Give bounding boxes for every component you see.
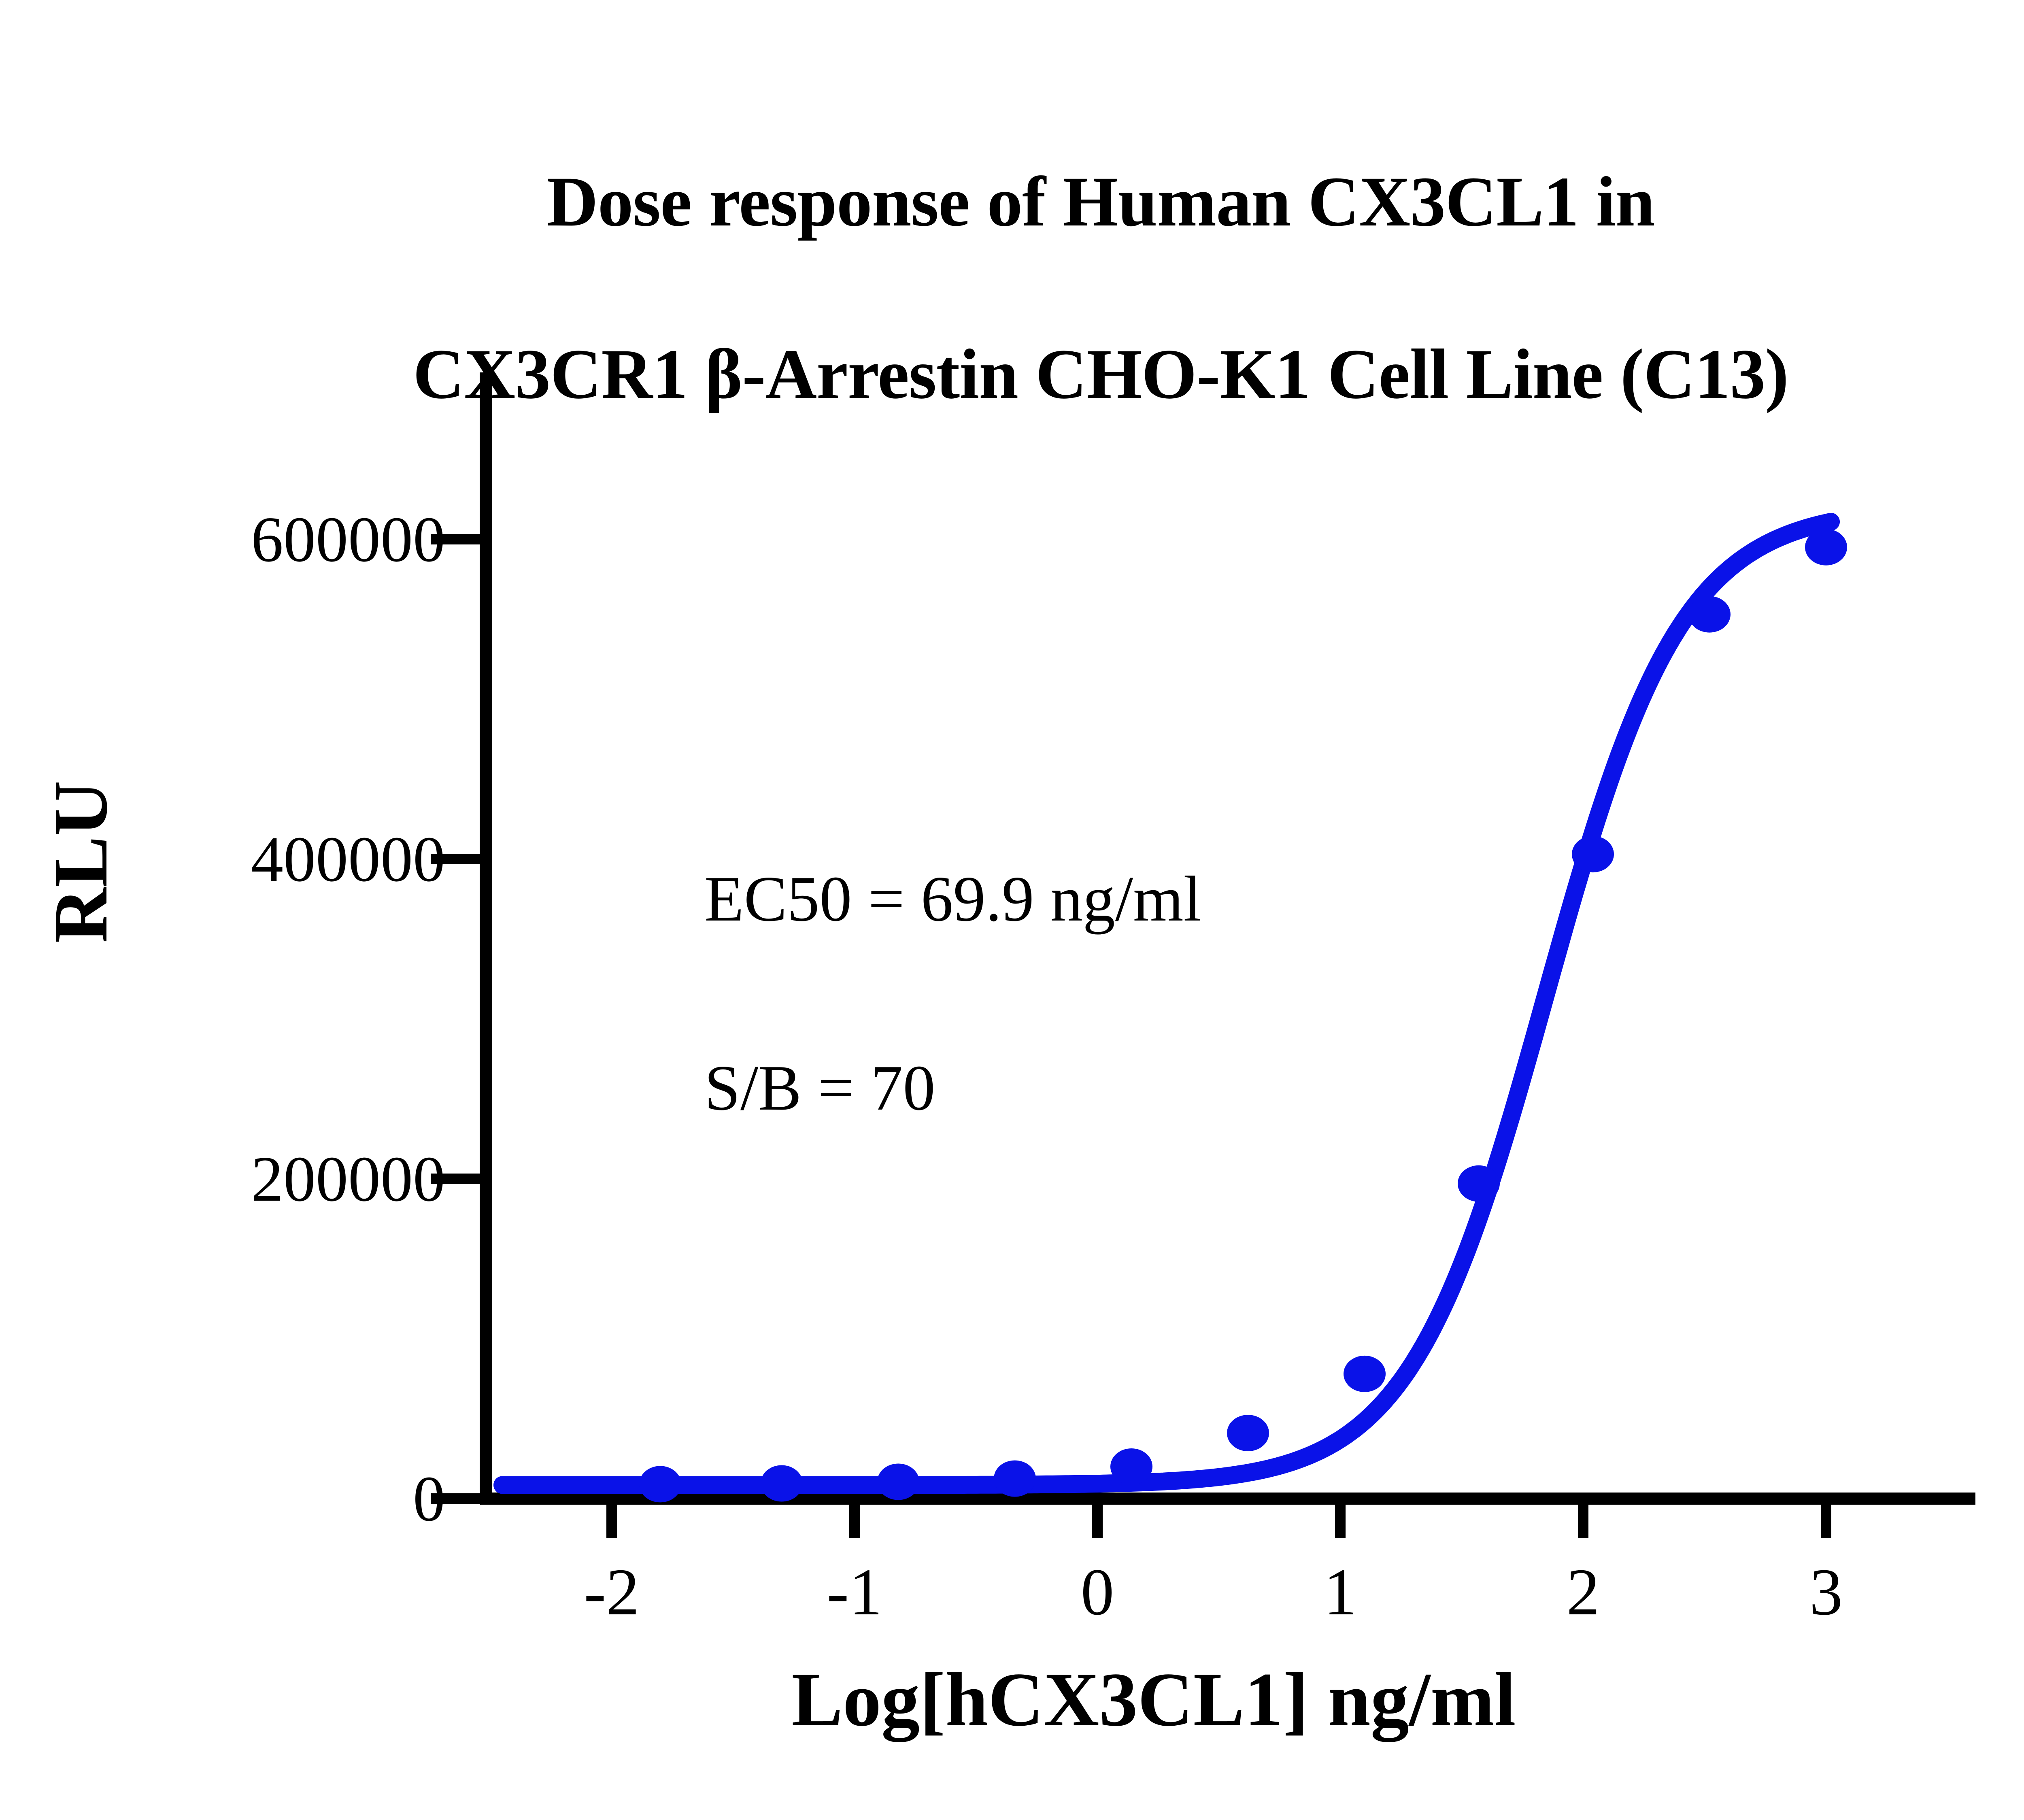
data-point-markers (639, 529, 1847, 1503)
x-tick-label-minus1: -1 (827, 1555, 882, 1629)
x-tick-label-minus2: -2 (584, 1555, 640, 1629)
y-tick-label-600000: 600000 (251, 503, 445, 575)
x-tick-label-2: 2 (1566, 1555, 1600, 1629)
x-tick-label-0: 0 (1080, 1555, 1114, 1629)
annotation-ec50: EC50 = 69.9 ng/ml (704, 862, 1202, 935)
data-point (639, 1466, 681, 1503)
x-tick-label-1: 1 (1323, 1555, 1357, 1629)
y-axis-tick-labels: 0 200000 400000 600000 (162, 0, 445, 1820)
x-axis-ticks (606, 1499, 1831, 1538)
y-tick-label-200000: 200000 (251, 1143, 445, 1215)
annotation-block: EC50 = 69.9 ng/ml S/B = 70 (704, 757, 1201, 1230)
x-axis-title: Log[hCX3CL1] ng/ml (791, 1657, 1516, 1742)
chart-title-line-2: CX3CR1 β-Arrestin CHO-K1 Cell Line (C13) (413, 334, 1789, 414)
data-point (761, 1465, 803, 1502)
x-tick-label-3: 3 (1809, 1555, 1843, 1629)
data-point (1227, 1415, 1269, 1452)
data-point (1572, 836, 1614, 873)
dose-response-curve (493, 512, 1840, 1494)
page-title: Dose response of Human CX3CL1 in CX3CR1 … (0, 73, 2024, 504)
data-point (1688, 596, 1731, 633)
data-point (1110, 1448, 1152, 1485)
data-point (1805, 529, 1847, 566)
data-point (1344, 1355, 1386, 1392)
annotation-signal-background: S/B = 70 (704, 1051, 935, 1124)
y-tick-label-400000: 400000 (251, 823, 445, 895)
data-point (994, 1460, 1036, 1497)
y-axis-ticks (431, 534, 486, 1504)
chart-title-line-1: Dose response of Human CX3CL1 in (546, 162, 1655, 241)
data-point (1458, 1165, 1500, 1202)
data-point (877, 1463, 919, 1500)
